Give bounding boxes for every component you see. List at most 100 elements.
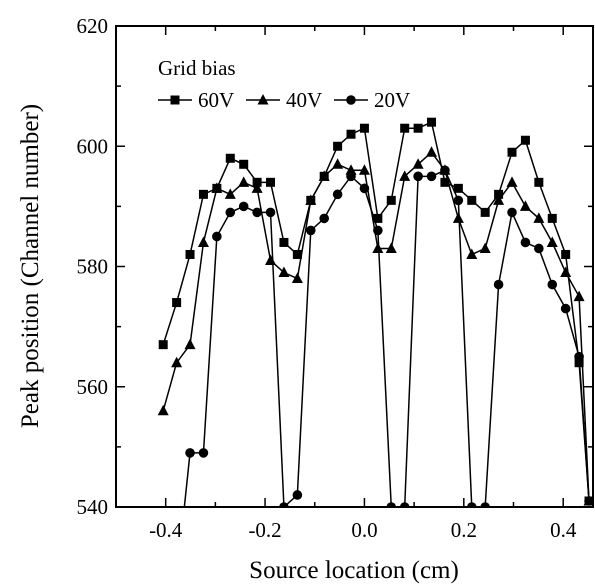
data-point: [479, 242, 491, 253]
data-point: [520, 135, 530, 145]
data-point: [359, 123, 369, 133]
data-point: [546, 236, 558, 247]
data-point: [198, 448, 209, 458]
legend-entries: 60V 40V 20V: [158, 88, 410, 112]
data-point: [453, 183, 463, 193]
data-point: [251, 182, 263, 193]
data-point: [453, 195, 464, 206]
data-point: [239, 159, 249, 169]
data-point: [185, 448, 195, 458]
data-point: [252, 177, 262, 187]
x-tick-label: 0.2: [451, 518, 477, 542]
series-40V: [157, 146, 593, 506]
data-point: [211, 182, 223, 193]
data-point: [184, 338, 196, 350]
data-point: [547, 279, 558, 290]
data-point: [466, 502, 477, 507]
data-point: [185, 249, 195, 259]
data-point: [413, 171, 423, 182]
data-point: [197, 236, 209, 247]
data-point: [573, 290, 585, 302]
data-point: [252, 207, 262, 218]
data-point: [157, 404, 169, 416]
data-point: [279, 502, 289, 507]
data-point: [440, 177, 450, 187]
data-point: [225, 207, 236, 218]
data-point: [265, 207, 276, 218]
legend-marker: [257, 94, 269, 105]
y-tick-label: 540: [77, 495, 109, 519]
data-point: [413, 123, 423, 133]
data-point: [346, 129, 356, 139]
y-axis-label: Peak position (Channel number): [17, 104, 44, 428]
data-point: [305, 194, 317, 205]
data-point: [198, 189, 208, 199]
data-point: [520, 237, 531, 248]
legend-marker: [346, 95, 356, 105]
data-point: [426, 146, 438, 157]
data-point: [506, 176, 518, 187]
data-point: [385, 242, 397, 253]
data-point: [278, 266, 290, 278]
data-point: [467, 195, 477, 205]
legend-label: 40V: [286, 88, 322, 112]
data-point: [480, 502, 490, 507]
data-point: [507, 207, 517, 218]
data-point: [332, 158, 344, 169]
data-point: [534, 243, 544, 254]
data-point: [400, 123, 410, 133]
data-point: [547, 213, 557, 223]
series-60V: [158, 117, 593, 506]
legend-entry-40V: 40V: [246, 88, 322, 112]
series-line: [183, 169, 590, 507]
y-tick-label: 620: [77, 14, 109, 38]
x-tick-label: -0.4: [149, 518, 183, 542]
data-point: [399, 502, 410, 507]
data-point: [560, 303, 571, 314]
data-point: [292, 249, 302, 259]
data-point: [373, 225, 383, 236]
data-point: [172, 298, 182, 308]
data-point: [319, 213, 329, 224]
data-point: [519, 200, 531, 211]
data-point: [266, 177, 276, 187]
data-point: [333, 141, 343, 151]
data-point: [212, 231, 222, 242]
legend-label: 60V: [198, 88, 234, 112]
data-point: [358, 164, 370, 175]
data-point: [399, 170, 411, 181]
data-point: [345, 164, 357, 175]
legend-title: Grid bias: [158, 56, 236, 80]
data-point: [292, 490, 303, 500]
data-point: [560, 266, 572, 278]
data-point: [171, 356, 183, 368]
data-point: [584, 496, 593, 506]
data-point: [427, 117, 437, 127]
data-point: [452, 212, 464, 223]
data-point: [158, 340, 168, 350]
data-point: [265, 254, 277, 265]
data-point: [279, 237, 289, 247]
series-layer: [157, 117, 593, 507]
data-point: [534, 177, 544, 187]
data-point: [440, 165, 450, 176]
data-point: [238, 176, 250, 187]
data-point: [386, 502, 397, 507]
series-line: [162, 121, 590, 502]
tick-labels: -0.4 -0.2 0.0 0.2 0.4 540 560 580 600 620: [77, 14, 577, 542]
ticks: [115, 25, 593, 508]
y-tick-label: 560: [77, 375, 109, 399]
data-point: [305, 225, 316, 236]
legend-entry-60V: 60V: [158, 88, 234, 112]
y-tick-label: 600: [77, 134, 109, 158]
data-point: [386, 195, 396, 205]
data-point: [493, 279, 504, 290]
legend-entry-20V: 20V: [334, 88, 410, 112]
data-point: [373, 213, 383, 223]
data-point: [332, 189, 343, 200]
y-tick-label: 580: [77, 255, 109, 279]
x-tick-label: -0.2: [248, 518, 281, 542]
data-point: [225, 153, 235, 163]
legend: Grid bias 60V 40V 20V: [158, 56, 410, 112]
data-point: [426, 171, 437, 182]
